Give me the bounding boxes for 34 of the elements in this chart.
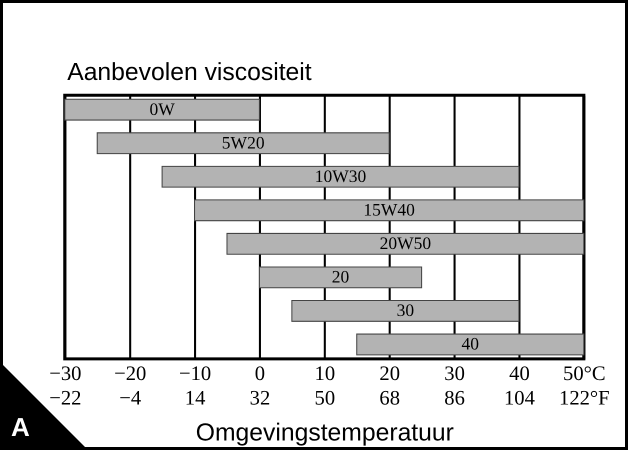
y-tick-label: 20W50: [380, 232, 432, 253]
bar: [96, 132, 390, 154]
bar: [356, 334, 584, 356]
bar: [162, 166, 520, 188]
y-tick-label: 15W40: [363, 199, 416, 220]
bar: [226, 232, 584, 255]
y-tick-label: 30: [396, 300, 414, 320]
x-tick-label: 50°C: [563, 362, 606, 385]
x-tick-label: 30: [444, 362, 465, 385]
bar: [291, 300, 520, 322]
x2-tick-label: 32: [250, 388, 270, 410]
x2-tick-label: 86: [444, 388, 465, 410]
x2-tick-label: 50: [314, 388, 336, 410]
x2-tick-label: 68: [379, 388, 400, 410]
y-tick-label: 0W: [149, 98, 176, 119]
text: A: [11, 412, 30, 443]
x-tick-label: −30: [49, 362, 82, 385]
bar: [64, 98, 260, 121]
x-tick-label: 0: [254, 362, 266, 385]
y-tick-label: 5W20: [222, 132, 265, 152]
x2-tick-label: 14: [184, 388, 206, 410]
x2-tick-label: 104: [504, 388, 535, 410]
bar: [258, 266, 422, 288]
x-tick-label: 10: [314, 362, 336, 385]
x-tick-label: −10: [178, 362, 212, 385]
x-tick-label: 40: [509, 362, 530, 385]
x2-tick-label: 122°F: [559, 388, 610, 410]
y-tick-label: 10W30: [314, 166, 367, 186]
bar: [194, 199, 584, 222]
x2-tick-label: −4: [119, 388, 142, 410]
x-tick-label: −20: [114, 362, 146, 385]
chart-title: Aanbevolen viscositeit: [67, 58, 312, 86]
x-axis-title: Omgevingstemperatuur: [196, 420, 454, 447]
x2-tick-label: −22: [49, 388, 82, 410]
